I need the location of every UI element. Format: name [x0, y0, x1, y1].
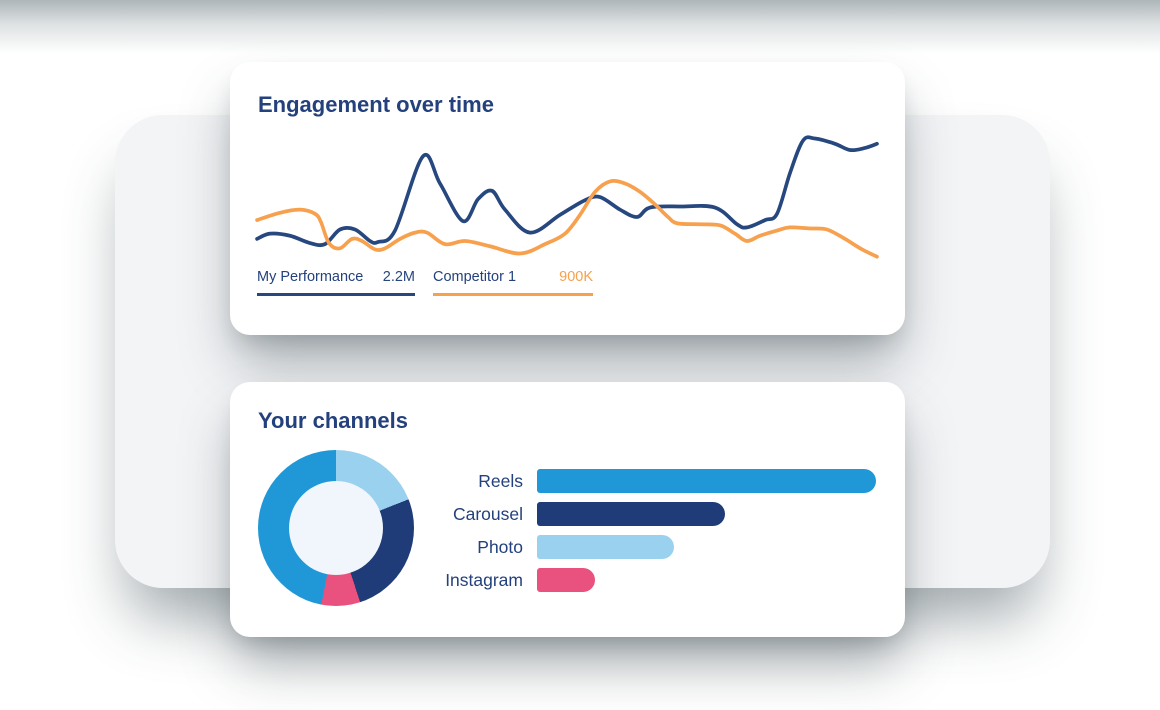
channel-label-instagram: Instagram — [445, 570, 523, 590]
competitor-line — [255, 179, 879, 259]
donut-chart — [258, 450, 414, 606]
channel-bar-photo — [537, 535, 674, 559]
legend-my-performance-value: 2.2M — [382, 269, 415, 285]
engagement-legend: My Performance 2.2M Competitor 1 900K — [257, 268, 878, 300]
channel-label-photo: Photo — [477, 537, 523, 557]
legend-competitor-1-value: 900K — [559, 269, 593, 285]
channels-bar-chart: Reels Carousel Photo Instagram — [390, 469, 876, 601]
channel-bar-reels — [537, 469, 876, 493]
channel-label-carousel: Carousel — [452, 504, 523, 524]
legend-competitor-1-label: Competitor 1 — [433, 269, 517, 285]
engagement-line-chart — [255, 135, 879, 259]
my-performance-line — [255, 135, 879, 248]
channel-bar-instagram — [537, 568, 595, 592]
engagement-card-title: Engagement over time — [258, 92, 494, 117]
legend-my-performance-label: My Performance — [257, 269, 364, 285]
channel-row-instagram: Instagram — [390, 568, 876, 592]
channel-row-carousel: Carousel — [390, 502, 876, 526]
channels-card: Your channels Reels Carousel Photo Insta… — [230, 382, 905, 637]
channel-label-reels: Reels — [478, 471, 523, 491]
engagement-card: Engagement over time My Performance 2.2M… — [230, 62, 905, 335]
channels-card-title: Your channels — [258, 408, 408, 433]
channel-row-reels: Reels — [390, 469, 876, 493]
channel-row-photo: Photo — [390, 535, 876, 559]
top-shadow-band — [0, 0, 1160, 54]
legend-competitor-1[interactable]: Competitor 1 900K — [433, 268, 593, 296]
channel-bar-carousel — [537, 502, 725, 526]
legend-my-performance[interactable]: My Performance 2.2M — [257, 268, 415, 296]
